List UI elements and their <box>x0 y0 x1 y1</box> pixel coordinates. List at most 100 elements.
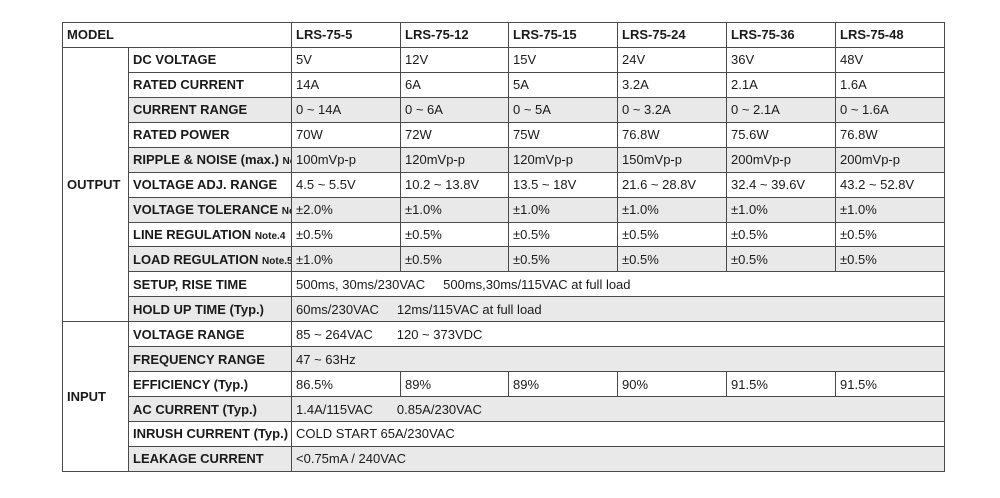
spec-value: 70W <box>291 121 402 148</box>
model-name: LRS-75-48 <box>835 22 946 48</box>
spec-value-part: 0.85A/230VAC <box>396 401 482 417</box>
spec-value: COLD START 65A/230VAC <box>291 421 946 447</box>
spec-value: 200mVp-p <box>835 146 946 173</box>
input-section-label: INPUT <box>62 321 129 472</box>
row-label-text: LOAD REGULATION <box>133 251 259 267</box>
voltage-adj-range-row: VOLTAGE ADJ. RANGE 4.5 ~ 5.5V 10.2 ~ 13.… <box>63 171 946 198</box>
spec-value: ±1.0% <box>617 196 728 223</box>
spec-value: ±0.5% <box>726 246 837 273</box>
hold-up-time-row: HOLD UP TIME (Typ.) 60ms/230VAC 12ms/115V… <box>63 296 946 323</box>
spec-value: 10.2 ~ 13.8V <box>400 171 510 198</box>
spec-value: 150mVp-p <box>617 146 728 173</box>
row-label: RATED POWER <box>127 121 293 148</box>
model-header: MODEL <box>61 22 293 48</box>
row-label: FREQUENCY RANGE <box>127 346 293 373</box>
spec-value-part: 120 ~ 373VDC <box>396 326 483 342</box>
spec-value: ±0.5% <box>508 246 619 273</box>
spec-value: 91.5% <box>726 371 837 398</box>
spec-value: 43.2 ~ 52.8V <box>835 171 946 198</box>
row-label: EFFICIENCY (Typ.) <box>127 371 293 398</box>
current-range-row: CURRENT RANGE 0 ~ 14A 0 ~ 6A 0 ~ 5A 0 ~ … <box>63 96 946 123</box>
spec-value: ±0.5% <box>291 221 402 248</box>
row-label-text: RIPPLE & NOISE (max.) <box>133 152 279 168</box>
spec-value: 86.5% <box>291 371 402 398</box>
spec-value: 89% <box>508 371 619 398</box>
spec-value: ±0.5% <box>400 246 510 273</box>
spec-value: ±2.0% <box>291 196 402 223</box>
row-label: AC CURRENT (Typ.) <box>127 396 293 422</box>
leakage-current-row: LEAKAGE CURRENT <0.75mA / 240VAC <box>63 445 946 473</box>
row-label: INRUSH CURRENT (Typ.) <box>127 421 293 447</box>
note-reference: Note.2 <box>282 156 291 168</box>
spec-value: 21.6 ~ 28.8V <box>617 171 728 198</box>
spec-value: 1.4A/115VAC 0.85A/230VAC <box>291 396 946 422</box>
spec-value: 120mVp-p <box>400 146 510 173</box>
row-label: LOAD REGULATION Note.5 <box>127 246 293 273</box>
row-label: VOLTAGE TOLERANCE Note.3 <box>127 196 293 223</box>
spec-value: ±0.5% <box>835 221 946 248</box>
spec-value: 24V <box>617 46 728 73</box>
frequency-range-row: FREQUENCY RANGE 47 ~ 63Hz <box>63 346 946 373</box>
row-label: LEAKAGE CURRENT <box>127 445 293 473</box>
spec-value: 200mVp-p <box>726 146 837 173</box>
spec-value: 3.2A <box>617 71 728 98</box>
spec-value: 0 ~ 3.2A <box>617 96 728 123</box>
row-label-text: LINE REGULATION <box>133 226 252 242</box>
spec-value: ±0.5% <box>508 221 619 248</box>
ripple-noise-row: RIPPLE & NOISE (max.) Note.2 100mVp-p 12… <box>63 146 946 173</box>
spec-value: ±0.5% <box>400 221 510 248</box>
spec-value: 85 ~ 264VAC 120 ~ 373VDC <box>291 321 946 348</box>
spec-value: 6A <box>400 71 510 98</box>
note-reference: Note.4 <box>254 230 286 242</box>
spec-value: ±0.5% <box>835 246 946 273</box>
spec-value: <0.75mA / 240VAC <box>291 445 946 473</box>
ac-current-row: AC CURRENT (Typ.) 1.4A/115VAC 0.85A/230VA… <box>63 396 946 422</box>
rated-power-row: RATED POWER 70W 72W 75W 76.8W 75.6W 76.8… <box>63 121 946 148</box>
spec-value-part: 500ms, 30ms/230VAC <box>296 276 426 292</box>
spec-value: ±0.5% <box>726 221 837 248</box>
spec-value: 14A <box>291 71 402 98</box>
row-label: VOLTAGE ADJ. RANGE <box>127 171 293 198</box>
spec-value: 0 ~ 6A <box>400 96 510 123</box>
spec-value: 0 ~ 14A <box>291 96 402 123</box>
row-label: VOLTAGE RANGE <box>127 321 293 348</box>
line-regulation-row: LINE REGULATION Note.4 ±0.5% ±0.5% ±0.5%… <box>63 221 946 248</box>
model-name: LRS-75-5 <box>291 22 402 48</box>
spec-value: 13.5 ~ 18V <box>508 171 619 198</box>
spec-value: 12V <box>400 46 510 73</box>
spec-value-part: 85 ~ 264VAC <box>296 326 373 342</box>
spec-value: 0 ~ 1.6A <box>835 96 946 123</box>
rated-current-row: RATED CURRENT 14A 6A 5A 3.2A 2.1A 1.6A <box>63 71 946 98</box>
spec-value: 5V <box>291 46 402 73</box>
spec-value: 47 ~ 63Hz <box>291 346 946 373</box>
spec-value: 75W <box>508 121 619 148</box>
row-label: RIPPLE & NOISE (max.) Note.2 <box>127 146 293 173</box>
spec-value: 0 ~ 5A <box>508 96 619 123</box>
setup-rise-time-row: SETUP, RISE TIME 500ms, 30ms/230VAC 500ms… <box>63 271 946 298</box>
spec-value: ±1.0% <box>835 196 946 223</box>
spec-value: 500ms, 30ms/230VAC 500ms,30ms/115VAC at f… <box>291 271 946 298</box>
spec-value: 1.6A <box>835 71 946 98</box>
spec-value: 89% <box>400 371 510 398</box>
spec-value: 90% <box>617 371 728 398</box>
spec-value: ±0.5% <box>617 221 728 248</box>
spec-value: ±1.0% <box>726 196 837 223</box>
dc-voltage-row: OUTPUT DC VOLTAGE 5V 12V 15V 24V 36V 48V <box>62 46 946 323</box>
note-reference: Note.5 <box>262 255 292 267</box>
spec-value: 72W <box>400 121 510 148</box>
output-section-label: OUTPUT <box>62 46 129 323</box>
load-regulation-row: LOAD REGULATION Note.5 ±1.0% ±0.5% ±0.5%… <box>63 246 946 273</box>
spec-value-part: 500ms,30ms/115VAC at full load <box>443 276 631 292</box>
spec-value: 32.4 ~ 39.6V <box>726 171 837 198</box>
spec-value: 60ms/230VAC 12ms/115VAC at full load <box>291 296 946 323</box>
spec-value: 4.5 ~ 5.5V <box>291 171 402 198</box>
spec-value: 36V <box>726 46 837 73</box>
note-reference: Note.3 <box>281 206 291 218</box>
row-label: LINE REGULATION Note.4 <box>127 221 293 248</box>
spec-value-part: 1.4A/115VAC <box>296 401 373 417</box>
spec-value: 5A <box>508 71 619 98</box>
model-name: LRS-75-24 <box>617 22 728 48</box>
model-name: LRS-75-36 <box>726 22 837 48</box>
model-name: LRS-75-12 <box>400 22 510 48</box>
row-label: CURRENT RANGE <box>127 96 293 123</box>
